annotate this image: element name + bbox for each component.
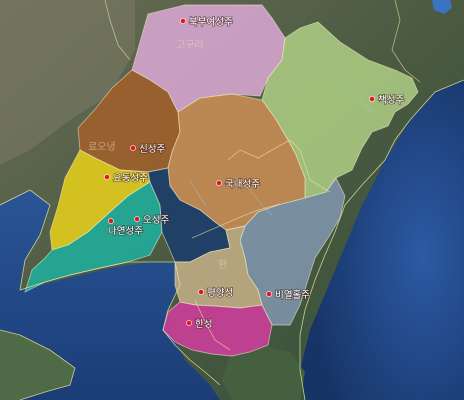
city-yodong[interactable]: 요동성주 — [104, 172, 149, 185]
city-label: 책성주 — [378, 95, 404, 106]
border-line-4 — [104, 0, 131, 61]
city-pyeongyang[interactable]: 평양성 — [198, 287, 234, 300]
city-marker-icon — [198, 289, 204, 295]
river-2 — [189, 179, 207, 207]
city-gukhae[interactable]: 국내성주 — [216, 178, 261, 191]
city-hanseong[interactable]: 한성 — [186, 318, 213, 331]
east-sea — [300, 80, 464, 400]
city-chaekseong[interactable]: 책성주 — [369, 94, 405, 107]
city-biyeolhol[interactable]: 비열홀주 — [266, 288, 311, 302]
river-3 — [319, 59, 373, 113]
city-label: 신성주 — [139, 144, 165, 155]
faint-label-han: 한 — [218, 259, 227, 271]
border-line-3 — [391, 0, 421, 83]
city-marker-icon — [108, 218, 114, 224]
city-osang[interactable]: 오성주 — [134, 214, 170, 227]
city-marker-icon — [369, 96, 375, 102]
coastline-east — [299, 79, 464, 400]
city-label: 나연성주 — [108, 226, 143, 237]
region-magenta[interactable] — [162, 301, 273, 357]
coastline-bohai — [0, 189, 221, 386]
south-korea-land — [222, 345, 305, 400]
city-label: 비열홀주 — [275, 289, 310, 301]
city-bukbuyeo[interactable]: 북부여성주 — [180, 15, 234, 29]
city-marker-icon — [180, 18, 186, 24]
faint-label-raoning: 료오녕 — [88, 141, 116, 153]
river-1 — [234, 177, 273, 216]
city-label: 요동성주 — [113, 173, 148, 184]
terrain-northwest — [0, 0, 135, 165]
lake — [432, 0, 452, 14]
coastline-shandong — [0, 329, 76, 400]
city-marker-icon — [130, 145, 136, 151]
city-marker-icon — [104, 174, 110, 180]
city-label: 오성주 — [143, 215, 169, 226]
shandong-land — [0, 330, 75, 400]
city-nayeon[interactable]: 나연성주 — [107, 218, 144, 238]
city-marker-icon — [186, 320, 192, 326]
faint-label-goguryeo: 고구려 — [176, 39, 204, 51]
city-sinseong[interactable]: 신성주 — [130, 143, 166, 156]
city-label: 북부여성주 — [189, 16, 233, 28]
city-marker-icon — [266, 291, 272, 297]
border-line-5 — [194, 299, 231, 351]
city-marker-icon — [216, 180, 222, 186]
city-label: 국내성주 — [225, 179, 260, 190]
city-marker-icon — [134, 216, 140, 222]
city-label: 평양성 — [207, 288, 233, 299]
west-sea — [0, 190, 220, 400]
border-line-1 — [227, 139, 331, 193]
city-label: 한성 — [195, 319, 212, 330]
